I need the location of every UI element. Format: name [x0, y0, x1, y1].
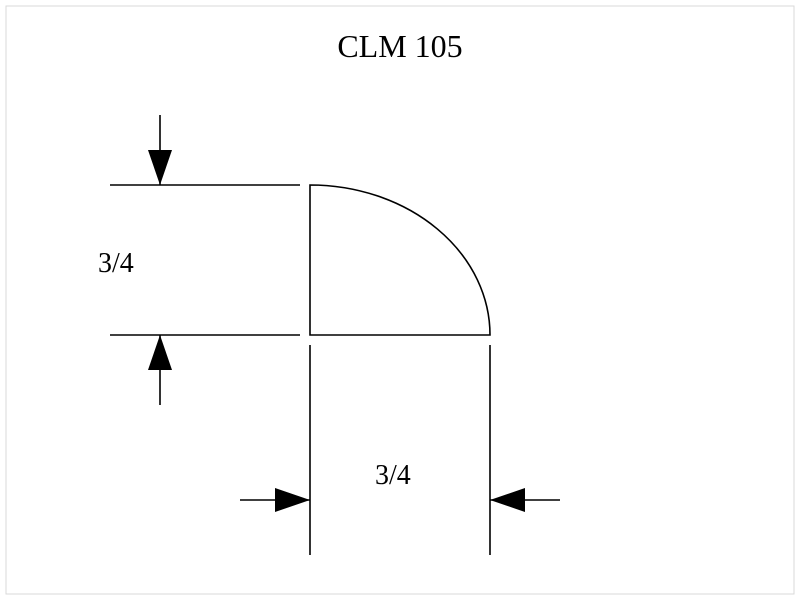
frame-rect [6, 6, 794, 594]
dimension-horizontal-label: 3/4 [375, 460, 411, 492]
dimension-horizontal [240, 345, 560, 555]
profile-quarter-round [310, 185, 490, 335]
dimension-vertical-label: 3/4 [98, 248, 134, 280]
dimension-vertical [110, 115, 300, 405]
technical-drawing: CLM 105 3/4 3/4 [0, 0, 800, 600]
drawing-svg [0, 0, 800, 600]
